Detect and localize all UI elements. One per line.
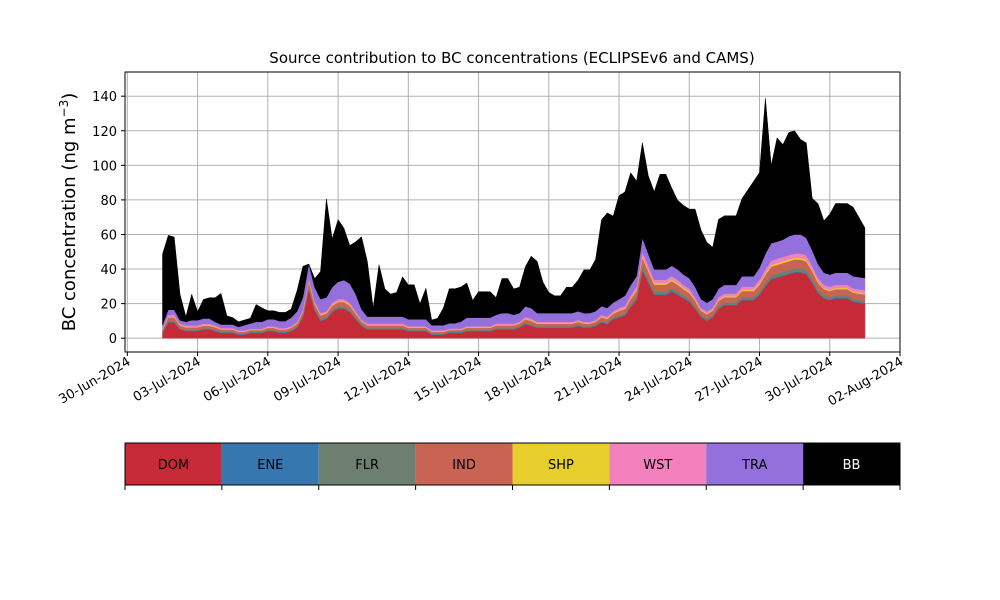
legend-swatch-dom	[125, 443, 222, 485]
legend-label-wst: WST	[643, 458, 672, 473]
legend-swatch-ind	[415, 443, 513, 485]
legend-label-ind: IND	[452, 458, 476, 473]
y-axis-ticks: 0 20 40 60 80 100 120 140	[92, 90, 125, 347]
legend-swatch-flr	[318, 443, 416, 485]
x-tick-label: 06-Jul-2024	[201, 354, 274, 405]
x-tick-label: 12-Jul-2024	[341, 354, 414, 405]
legend-colorbar: DOM ENE FLR IND SHP WST TRA BB	[124, 442, 901, 490]
x-axis-ticks: 30-Jun-202403-Jul-202406-Jul-202409-Jul-…	[57, 352, 906, 410]
x-tick-label: 30-Jun-2024	[57, 354, 134, 407]
x-tick-label: 18-Jul-2024	[482, 354, 555, 405]
x-tick-label: 30-Jul-2024	[763, 354, 836, 405]
legend-swatch-wst	[609, 443, 707, 485]
y-tick-label: 120	[92, 125, 117, 140]
y-tick-label: 140	[92, 90, 117, 105]
y-tick-label: 80	[100, 194, 117, 209]
x-tick-label: 21-Jul-2024	[552, 354, 625, 405]
legend-swatch-ene	[221, 443, 319, 485]
legend-label-ene: ENE	[257, 458, 283, 473]
legend-label-bb: BB	[843, 458, 861, 473]
y-tick-label: 40	[100, 263, 117, 278]
legend-swatch-shp	[512, 443, 610, 485]
x-tick-label: 09-Jul-2024	[271, 354, 344, 405]
legend-swatch-bb	[803, 443, 900, 485]
legend-label-shp: SHP	[548, 458, 574, 473]
y-tick-label: 100	[92, 159, 117, 174]
y-axis-label: BC concentration (ng m−3)	[57, 93, 80, 332]
y-tick-label: 0	[109, 332, 117, 347]
x-tick-label: 03-Jul-2024	[131, 354, 204, 405]
plot-frame	[124, 71, 901, 353]
area-bb	[162, 98, 866, 328]
x-tick-label: 02-Aug-2024	[826, 354, 906, 409]
chart-title: Source contribution to BC concentrations…	[269, 49, 754, 67]
legend-label-flr: FLR	[355, 458, 379, 473]
x-tick-label: 27-Jul-2024	[693, 354, 766, 405]
x-tick-label: 24-Jul-2024	[622, 354, 695, 405]
legend-label-tra: TRA	[741, 458, 767, 473]
legend-label-dom: DOM	[158, 458, 189, 473]
y-tick-label: 20	[100, 298, 117, 313]
y-tick-label: 60	[100, 228, 117, 243]
x-tick-label: 15-Jul-2024	[412, 354, 485, 405]
legend-swatch-tra	[706, 443, 804, 485]
stacked-areas	[162, 98, 866, 339]
